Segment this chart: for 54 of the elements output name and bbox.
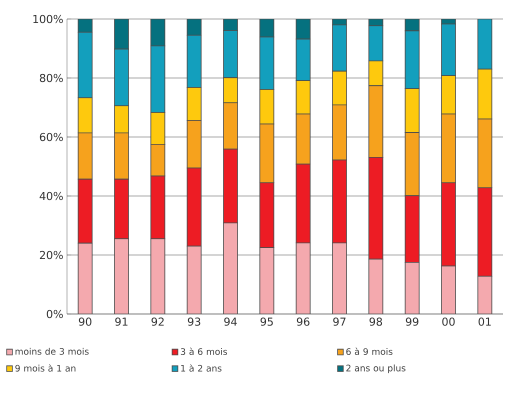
bar [296,38,311,82]
y-tick-label: 80% [40,74,63,82]
bar [150,45,166,113]
bar [404,30,420,90]
legend-label: 1 à 2 ans [181,364,222,372]
legend-label: 6 à 9 mois [346,348,392,355]
bar [223,222,238,314]
bar [332,24,347,72]
bar [186,18,202,36]
bar [477,276,492,314]
x-tick-label: 94 [224,318,237,326]
bar [404,18,420,32]
bar [441,266,456,314]
bar [477,18,492,70]
bar [186,34,202,88]
x-tick-label: 95 [260,318,273,326]
y-tick-label: 60% [40,132,63,142]
x-tick-label: 97 [333,318,346,326]
bar [78,242,93,314]
bar [150,18,166,46]
bar [368,25,384,62]
y-tick-label: 20% [40,250,63,260]
bar [186,246,202,314]
bar [223,30,238,78]
y-tick-label: 0% [46,310,63,318]
legend-label: 3 à 6 mois [180,348,228,355]
bar [259,247,274,314]
y-tick-label: 40% [40,192,63,200]
x-tick-label: 00 [442,318,455,326]
x-tick-label: 93 [188,318,200,326]
bar [441,24,456,76]
bar [296,18,311,40]
bar [78,32,93,98]
legend-label: moins de 3 mois [16,348,89,355]
x-tick-label: 01 [478,318,491,326]
bar [404,262,420,314]
x-tick-label: 91 [115,318,128,326]
bar [259,18,274,38]
x-tick-label: 99 [406,318,418,326]
x-tick-label: 92 [152,318,164,326]
x-tick-label: 98 [370,318,382,326]
y-tick-label: 100% [33,14,63,24]
x-tick-label: 96 [296,318,310,326]
bar [368,258,384,314]
bar [114,238,129,314]
x-tick-label: 90 [78,318,92,326]
legend-label: 2 ans ou plus [346,364,406,374]
bar [332,242,347,314]
bar [150,238,166,314]
bar [78,18,93,33]
legend-label: 9 mois à 1 an [15,364,76,372]
bar [259,36,274,90]
bar [296,242,311,314]
bar [114,48,129,106]
